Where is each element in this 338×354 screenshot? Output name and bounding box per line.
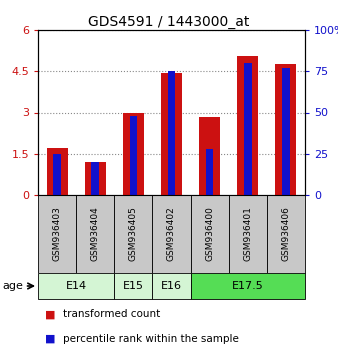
Bar xyxy=(38,273,114,299)
Text: ■: ■ xyxy=(45,309,55,319)
Text: E17.5: E17.5 xyxy=(232,281,264,291)
Bar xyxy=(161,73,182,195)
Text: age: age xyxy=(3,281,24,291)
Text: GSM936403: GSM936403 xyxy=(53,207,62,262)
Text: GSM936406: GSM936406 xyxy=(282,207,290,262)
Text: E15: E15 xyxy=(123,281,144,291)
Bar xyxy=(229,195,267,273)
Text: E14: E14 xyxy=(66,281,87,291)
Bar xyxy=(85,162,106,195)
Text: GSM936402: GSM936402 xyxy=(167,207,176,261)
Bar xyxy=(123,113,144,195)
Bar xyxy=(282,68,290,195)
Bar xyxy=(38,195,76,273)
Bar xyxy=(237,56,258,195)
Text: E16: E16 xyxy=(161,281,182,291)
Text: GSM936401: GSM936401 xyxy=(243,207,252,262)
Text: GSM936404: GSM936404 xyxy=(91,207,100,261)
Bar xyxy=(275,64,296,195)
Bar xyxy=(168,71,175,195)
Bar xyxy=(129,116,137,195)
Text: GSM936405: GSM936405 xyxy=(129,207,138,262)
Text: GDS4591 / 1443000_at: GDS4591 / 1443000_at xyxy=(88,15,250,29)
Text: percentile rank within the sample: percentile rank within the sample xyxy=(63,333,239,344)
Bar xyxy=(114,195,152,273)
Text: transformed count: transformed count xyxy=(63,309,161,319)
Bar xyxy=(206,149,214,195)
Bar xyxy=(114,273,152,299)
Bar xyxy=(191,195,229,273)
Text: ■: ■ xyxy=(45,333,55,344)
Bar xyxy=(53,154,61,195)
Bar xyxy=(76,195,114,273)
Bar xyxy=(191,273,305,299)
Bar xyxy=(244,63,251,195)
Bar xyxy=(199,118,220,195)
Text: GSM936400: GSM936400 xyxy=(205,207,214,262)
Bar xyxy=(267,195,305,273)
Bar xyxy=(47,148,68,195)
Bar xyxy=(152,195,191,273)
Bar xyxy=(91,162,99,195)
Bar xyxy=(152,273,191,299)
